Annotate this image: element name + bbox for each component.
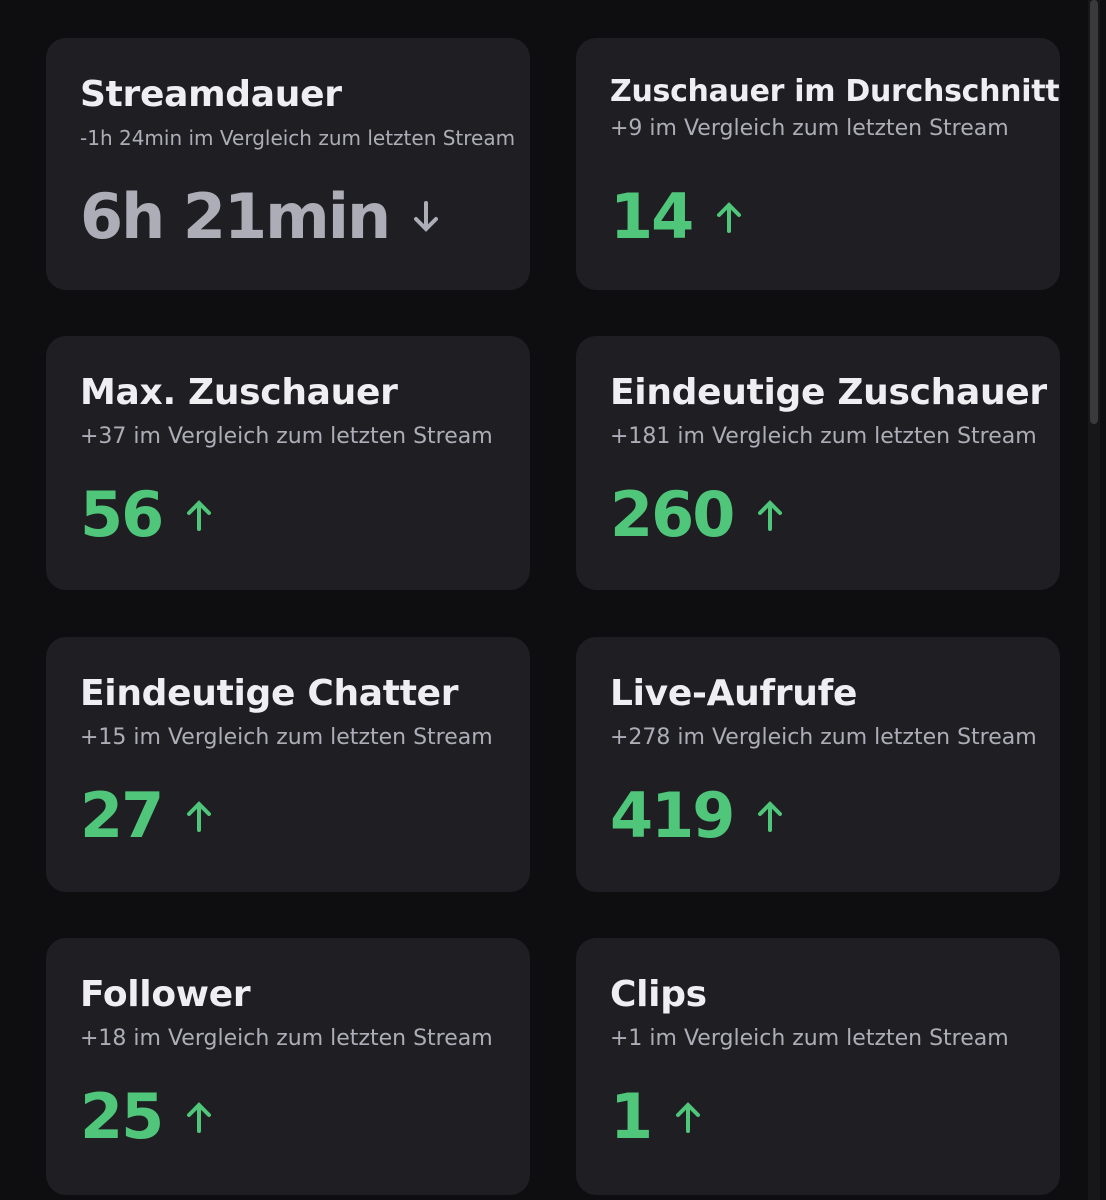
card-value: 27 [80, 779, 164, 852]
card-subtitle: +9 im Vergleich zum letzten Stream [610, 116, 1009, 141]
trend-up-icon [187, 800, 212, 832]
card-subtitle: +278 im Vergleich zum letzten Stream [610, 725, 1037, 750]
card-title: Streamdauer [80, 74, 342, 115]
card-value: 419 [610, 779, 735, 852]
trend-up-icon [187, 1101, 212, 1133]
card-value: 6h 21min [80, 180, 391, 253]
card-subtitle: +37 im Vergleich zum letzten Stream [80, 424, 493, 449]
card-value: 56 [80, 478, 164, 551]
stat-card[interactable]: Streamdauer -1h 24min im Vergleich zum l… [46, 38, 530, 290]
card-title: Follower [80, 974, 251, 1015]
stat-card[interactable]: Zuschauer im Durchschnitt +9 im Vergleic… [576, 38, 1060, 290]
card-title: Live-Aufrufe [610, 673, 858, 714]
card-subtitle: -1h 24min im Vergleich zum letzten Strea… [80, 126, 516, 150]
stat-card[interactable]: Eindeutige Zuschauer +181 im Vergleich z… [576, 336, 1060, 590]
stat-card[interactable]: Max. Zuschauer +37 im Vergleich zum letz… [46, 336, 530, 590]
card-value: 260 [610, 478, 735, 551]
trend-up-icon [758, 499, 783, 531]
card-title: Zuschauer im Durchschnitt [610, 74, 1060, 109]
card-subtitle: +18 im Vergleich zum letzten Stream [80, 1026, 493, 1051]
trend-up-icon [758, 800, 783, 832]
trend-down-icon [414, 200, 439, 232]
stat-card[interactable]: Clips +1 im Vergleich zum letzten Stream… [576, 938, 1060, 1195]
card-value: 25 [80, 1080, 164, 1153]
trend-up-icon [717, 201, 742, 233]
stat-card[interactable]: Eindeutige Chatter +15 im Vergleich zum … [46, 637, 530, 892]
card-title: Eindeutige Zuschauer [610, 372, 1047, 413]
trend-up-icon [187, 499, 212, 531]
card-title: Eindeutige Chatter [80, 673, 459, 714]
card-title: Clips [610, 974, 707, 1015]
card-value: 1 [610, 1080, 653, 1153]
trend-up-icon [676, 1101, 701, 1133]
card-subtitle: +1 im Vergleich zum letzten Stream [610, 1026, 1009, 1051]
card-value: 14 [610, 180, 694, 253]
card-title: Max. Zuschauer [80, 372, 398, 413]
stat-card[interactable]: Follower +18 im Vergleich zum letzten St… [46, 938, 530, 1195]
stat-card[interactable]: Live-Aufrufe +278 im Vergleich zum letzt… [576, 637, 1060, 892]
card-subtitle: +15 im Vergleich zum letzten Stream [80, 725, 493, 750]
scrollbar-thumb[interactable] [1090, 0, 1098, 424]
card-subtitle: +181 im Vergleich zum letzten Stream [610, 424, 1037, 449]
